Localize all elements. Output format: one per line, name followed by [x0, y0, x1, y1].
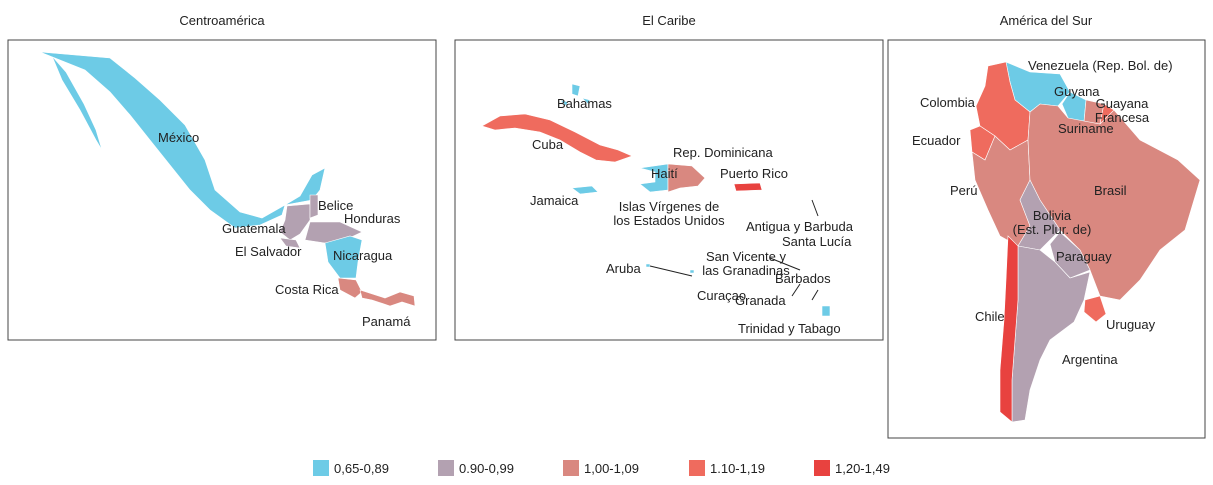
panel-title: El Caribe: [642, 13, 695, 28]
country-label: Argentina: [1062, 352, 1118, 367]
country-label: Paraguay: [1056, 249, 1112, 264]
legend-swatch: [563, 460, 579, 476]
country-label: Nicaragua: [333, 248, 393, 263]
country-label: Venezuela (Rep. Bol. de): [1028, 58, 1173, 73]
country-label: Guayana: [1096, 96, 1150, 111]
country-label: Uruguay: [1106, 317, 1156, 332]
country-label: Brasil: [1094, 183, 1127, 198]
country-label: Suriname: [1058, 121, 1114, 136]
country-label: Trinidad y Tabago: [738, 321, 841, 336]
country-label: Guyana: [1054, 84, 1100, 99]
country-label: Haití: [651, 166, 678, 181]
country-shape: [39, 51, 326, 229]
country-shape: [359, 289, 416, 307]
country-label: México: [158, 130, 199, 145]
panel-frame: [7, 39, 437, 341]
country-shape: [324, 235, 363, 279]
country-shape: [667, 163, 706, 193]
country-label: Islas Vírgenes de: [619, 199, 719, 214]
legend: 0,65-0,89 0.90-0,99 1,00-1,09 1.10-1,19 1,20…: [313, 460, 890, 476]
country-shape: [645, 263, 651, 268]
country-label: Curaçao: [697, 288, 746, 303]
country-label: El Salvador: [235, 244, 302, 259]
country-label: las Granadinas: [702, 263, 790, 278]
panel-title: América del Sur: [1000, 13, 1093, 28]
country-label: Barbados: [775, 271, 831, 286]
legend-label: 1,00-1,09: [584, 461, 639, 476]
country-shape: [999, 235, 1019, 423]
country-label: los Estados Unidos: [613, 213, 725, 228]
country-shape: [559, 83, 591, 107]
country-label: Honduras: [344, 211, 401, 226]
country-label: San Vicente y: [706, 249, 786, 264]
country-label: Costa Rica: [275, 282, 339, 297]
legend-swatch: [814, 460, 830, 476]
country-label: Bahamas: [557, 96, 612, 111]
country-label: Francesa: [1095, 110, 1150, 125]
leader-line: [791, 283, 801, 297]
leader-line: [811, 199, 819, 217]
leader-line: [649, 265, 693, 277]
country-shape: [337, 277, 363, 299]
country-label: Guatemala: [222, 221, 286, 236]
legend-label: 0.90-0,99: [459, 461, 514, 476]
legend-swatch: [313, 460, 329, 476]
country-label: Aruba: [606, 261, 641, 276]
panel-frame: [454, 39, 884, 341]
leader-line: [811, 289, 819, 301]
legend-swatch: [438, 460, 454, 476]
country-shape: [1027, 103, 1201, 301]
panel-title: Centroamérica: [179, 13, 265, 28]
country-label: Panamá: [362, 314, 411, 329]
country-shape: [571, 185, 599, 195]
panel-frame: [887, 39, 1206, 439]
country-label: Perú: [950, 183, 977, 198]
country-label: Granada: [735, 293, 786, 308]
legend-label: 0,65-0,89: [334, 461, 389, 476]
country-label: Cuba: [532, 137, 564, 152]
country-shape: [1083, 295, 1107, 323]
country-shape: [689, 269, 695, 274]
country-label: Chile: [975, 309, 1005, 324]
legend-swatch: [689, 460, 705, 476]
country-shape: [51, 55, 103, 151]
country-shape: [481, 113, 633, 163]
country-label: Rep. Dominicana: [673, 145, 773, 160]
legend-label: 1,20-1,49: [835, 461, 890, 476]
country-label: Santa Lucía: [782, 234, 852, 249]
country-shape: [309, 194, 319, 219]
country-shape: [733, 182, 763, 192]
country-shape: [821, 305, 831, 317]
leader-line: [769, 257, 801, 271]
country-label: Belice: [318, 198, 353, 213]
country-label: Antigua y Barbuda: [746, 219, 854, 234]
country-label: Colombia: [920, 95, 976, 110]
country-label: Bolivia: [1033, 208, 1072, 223]
country-label: Puerto Rico: [720, 166, 788, 181]
country-shape: [279, 237, 301, 249]
legend-label: 1.10-1,19: [710, 461, 765, 476]
country-label: (Est. Plur. de): [1013, 222, 1092, 237]
country-label: Ecuador: [912, 133, 961, 148]
country-label: Jamaica: [530, 193, 579, 208]
